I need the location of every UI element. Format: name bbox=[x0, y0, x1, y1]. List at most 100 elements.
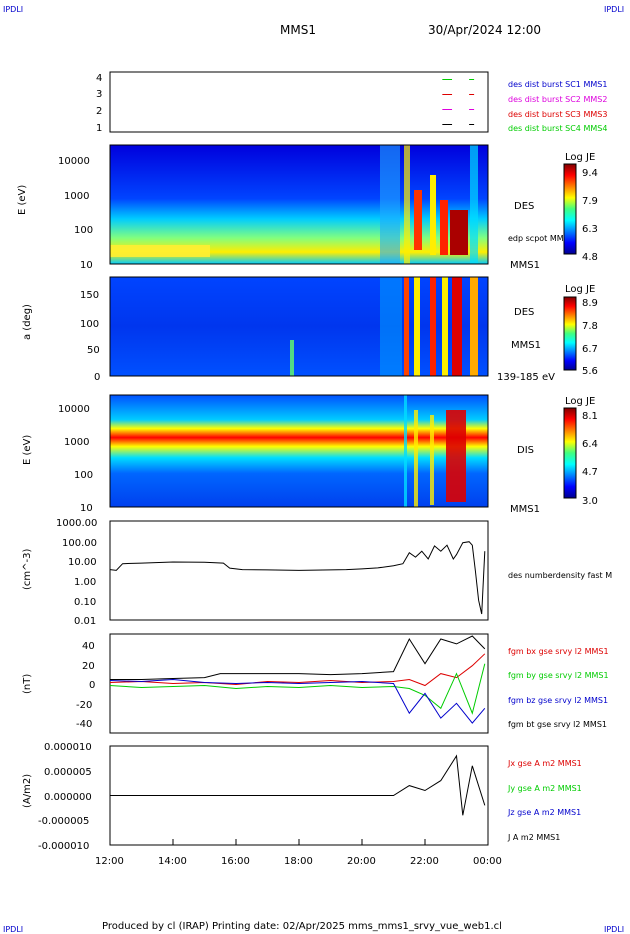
density-series-0 bbox=[109, 541, 486, 615]
density-ylabel: (cm^-3) bbox=[22, 549, 33, 590]
des-energy-mission-label: MMS1 bbox=[510, 260, 540, 271]
panel-des-energy: E (eV) 10000 1000 100 10 DES edp scpot M… bbox=[17, 144, 598, 271]
des-pitch-spectrogram bbox=[110, 277, 488, 376]
des-energy-stripe-7 bbox=[470, 145, 478, 264]
des-pitch-stripe-5 bbox=[430, 277, 436, 376]
current-ytick-5: -0.000010 bbox=[38, 841, 89, 852]
des-energy-cbar-tick-3: 6.3 bbox=[582, 224, 598, 235]
des-pitch-colorbar-title: Log JE bbox=[565, 284, 595, 295]
bfield-ytick-neg20: -20 bbox=[76, 700, 92, 711]
dis-energy-cbar-tick-1: 8.1 bbox=[582, 411, 598, 422]
corner-label-top-left: IPDLI bbox=[3, 5, 23, 14]
density-ytick-0.01: 0.01 bbox=[74, 616, 96, 627]
des-energy-frame bbox=[109, 144, 489, 265]
des-pitch-ytick-50: 50 bbox=[87, 345, 100, 356]
dis-energy-ylabel: E (eV) bbox=[22, 435, 33, 465]
des-energy-stripe-1 bbox=[380, 145, 400, 264]
xtick-00: 00:00 bbox=[473, 856, 502, 867]
xtick-14: 14:00 bbox=[158, 856, 187, 867]
bfield-series-3 bbox=[110, 635, 486, 680]
panel-des-pitch: a (deg) 150 100 50 0 DES MMS1 139-185 eV… bbox=[22, 276, 598, 383]
datetime-title: 30/Apr/2024 12:00 bbox=[428, 23, 541, 37]
des-energy-stripe-3 bbox=[414, 190, 422, 250]
des-pitch-mission-label: MMS1 bbox=[511, 340, 541, 351]
burst-ytick-4: 4 bbox=[96, 73, 102, 84]
des-pitch-stripe-8 bbox=[470, 277, 478, 376]
panel-burst: 4 3 2 1 des dist burst SC1 MMS1 des dist… bbox=[96, 71, 607, 134]
des-pitch-stripe-7 bbox=[452, 277, 462, 376]
des-pitch-ytick-100: 100 bbox=[80, 319, 99, 330]
des-pitch-frame bbox=[109, 276, 489, 377]
dis-energy-cbar-tick-2: 6.4 bbox=[582, 439, 598, 450]
bfield-ytick-20: 20 bbox=[82, 661, 95, 672]
density-ytick-1: 1.00 bbox=[74, 577, 96, 588]
des-energy-stripe-5 bbox=[440, 200, 448, 255]
des-energy-cbar-tick-4: 4.8 bbox=[582, 252, 598, 263]
xtick-18: 18:00 bbox=[284, 856, 313, 867]
panel-magnetic-field: (nT) 40 20 0 -20 -40 fgm bx gse srvy l2 … bbox=[22, 633, 609, 734]
bfield-legend-bt: fgm bt gse srvy l2 MMS1 bbox=[508, 720, 607, 729]
dis-energy-stripe-2 bbox=[414, 410, 418, 507]
dis-energy-ytick-10000: 10000 bbox=[58, 404, 90, 415]
burst-ytick-1: 1 bbox=[96, 123, 102, 134]
des-energy-ytick-10: 10 bbox=[80, 260, 93, 271]
dis-energy-cbar-tick-3: 4.7 bbox=[582, 467, 598, 478]
density-ytick-100: 100.00 bbox=[62, 538, 97, 549]
des-pitch-stripe-2 bbox=[380, 277, 402, 376]
dis-energy-stripe-1 bbox=[404, 395, 407, 507]
dis-energy-ytick-100: 100 bbox=[74, 470, 93, 481]
bfield-series-2 bbox=[109, 678, 486, 724]
current-legend-jy: Jy gse A m2 MMS1 bbox=[507, 784, 582, 793]
des-pitch-cbar-tick-4: 5.6 bbox=[582, 366, 598, 377]
des-pitch-cbar-tick-1: 8.9 bbox=[582, 298, 598, 309]
des-pitch-ylabel: a (deg) bbox=[22, 304, 33, 340]
current-legend-jz: Jz gse A m2 MMS1 bbox=[507, 808, 581, 817]
burst-legend-sc4: des dist burst SC4 MMS4 bbox=[508, 124, 607, 133]
bfield-ytick-40: 40 bbox=[82, 641, 95, 652]
current-ylabel: (A/m2) bbox=[22, 774, 33, 808]
dis-energy-label: DIS bbox=[517, 445, 534, 456]
des-energy-ytick-100: 100 bbox=[74, 225, 93, 236]
density-ytick-10: 10.00 bbox=[68, 557, 97, 568]
burst-legend-sc3: des dist burst SC3 MMS3 bbox=[508, 110, 607, 119]
dis-energy-stripe-3 bbox=[430, 415, 434, 505]
panel-burst-frame bbox=[109, 71, 489, 133]
des-energy-label: DES bbox=[514, 201, 534, 212]
burst-ytick-3: 3 bbox=[96, 89, 102, 100]
bfield-series-1 bbox=[109, 663, 486, 715]
xtick-20: 20:00 bbox=[347, 856, 376, 867]
corner-label-bottom-left: IPDLI bbox=[3, 925, 23, 934]
bfield-ytick-0: 0 bbox=[89, 680, 95, 691]
des-pitch-colorbar bbox=[563, 296, 577, 371]
burst-ytick-2: 2 bbox=[96, 106, 102, 117]
burst-legend-sc1: des dist burst SC1 MMS1 bbox=[508, 80, 607, 89]
density-legend: des numberdensity fast M bbox=[508, 571, 612, 580]
xtick-16: 16:00 bbox=[221, 856, 250, 867]
x-axis: 12:00 14:00 16:00 18:00 20:00 22:00 00:0… bbox=[95, 839, 502, 867]
des-energy-low-band bbox=[110, 245, 210, 257]
des-energy-colorbar-title: Log JE bbox=[565, 152, 595, 163]
footer-text: Produced by cl (IRAP) Printing date: 02/… bbox=[102, 921, 502, 932]
bfield-lines bbox=[109, 635, 486, 724]
des-pitch-stripe-3 bbox=[404, 277, 409, 376]
burst-legend-sc2: des dist burst SC2 MMS2 bbox=[508, 95, 607, 104]
bfield-ylabel: (nT) bbox=[22, 674, 33, 694]
current-series-0 bbox=[110, 754, 486, 816]
panel-density: (cm^-3) 1000.00 100.00 10.00 1.00 0.10 0… bbox=[22, 518, 612, 627]
corner-label-top-right: IPDLI bbox=[604, 5, 624, 14]
des-energy-ylabel: E (eV) bbox=[17, 185, 28, 215]
des-energy-spectrogram bbox=[110, 145, 488, 264]
current-legend-jx: Jx gse A m2 MMS1 bbox=[507, 759, 582, 768]
des-pitch-label: DES bbox=[514, 307, 534, 318]
des-pitch-stripe-4 bbox=[414, 277, 420, 376]
dis-energy-spectrogram bbox=[110, 395, 488, 507]
des-pitch-ytick-150: 150 bbox=[80, 290, 99, 301]
dis-energy-stripe-4 bbox=[446, 410, 466, 502]
des-energy-cbar-tick-1: 9.4 bbox=[582, 168, 598, 179]
des-energy-ytick-1000: 1000 bbox=[64, 191, 89, 202]
dis-energy-ytick-10: 10 bbox=[80, 503, 93, 514]
burst-marks bbox=[442, 79, 475, 125]
density-ytick-1000: 1000.00 bbox=[56, 518, 97, 529]
bfield-legend-bx: fgm bx gse srvy l2 MMS1 bbox=[508, 647, 609, 656]
